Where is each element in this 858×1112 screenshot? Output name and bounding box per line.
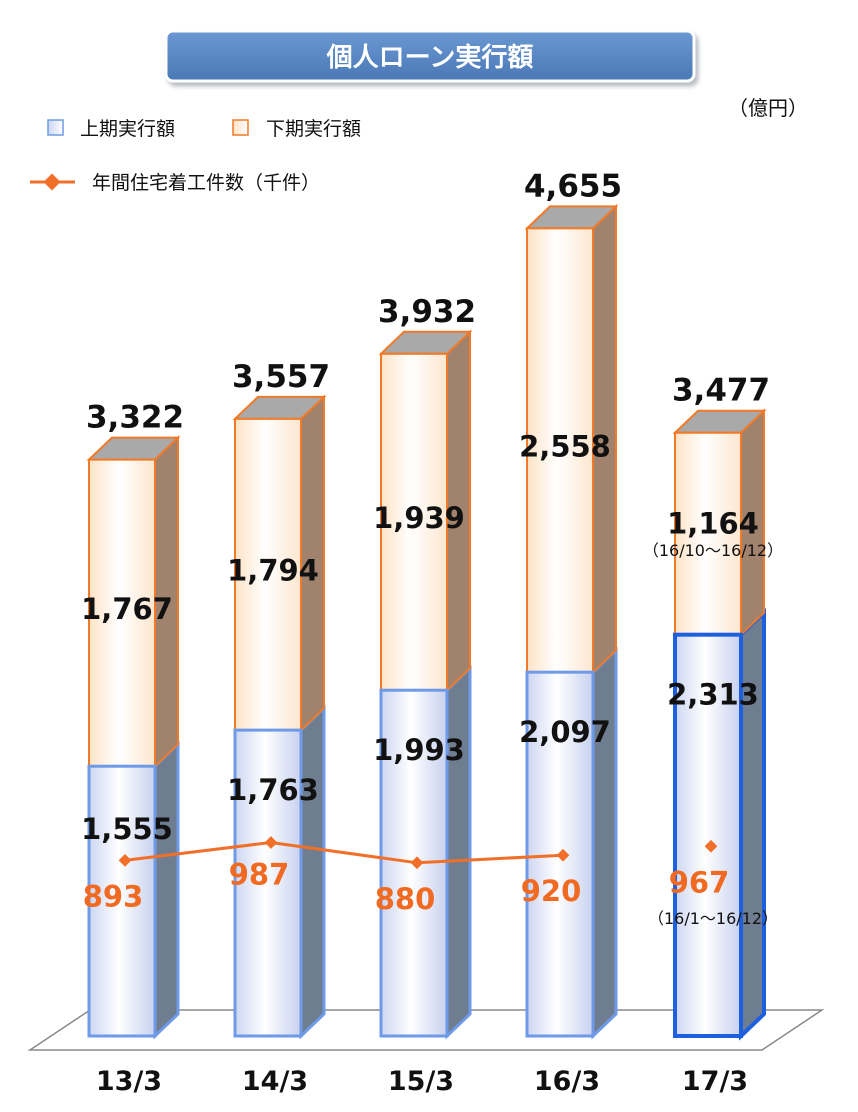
bar-upper <box>525 670 595 1038</box>
category-label: 13/3 <box>96 1066 162 1097</box>
lower-value-label: 2,558 <box>519 429 611 463</box>
line-value-label: 920 <box>521 874 582 908</box>
legend-label-lower: 下期実行額 <box>266 118 361 140</box>
bar-upper-side <box>591 646 618 1040</box>
category-label: 17/3 <box>682 1066 748 1097</box>
upper-value-label: 1,993 <box>373 733 465 767</box>
labels-layer: 3,322 1,767 1,555 13/3 3,557 1,794 1,763 14/3 3,… <box>81 168 783 1097</box>
total-label: 3,322 <box>86 400 184 436</box>
line-value-label: 967 <box>669 865 730 899</box>
upper-value-label: 1,555 <box>81 812 173 846</box>
bar-lower <box>234 417 302 732</box>
upper-value-label: 2,097 <box>519 715 611 749</box>
lower-value-label: 1,939 <box>373 501 465 535</box>
line-value-label: 893 <box>83 879 144 913</box>
line-value-label: 987 <box>229 857 290 891</box>
unit-label: （億円） <box>728 96 808 120</box>
category-label: 16/3 <box>534 1066 600 1097</box>
legend-label-upper: 上期実行額 <box>80 118 175 140</box>
chart-title-banner: 個人ローン実行額 <box>164 29 696 83</box>
upper-value-label: 2,313 <box>667 678 759 712</box>
legend: 上期実行額 下期実行額 年間住宅着工件数（千件） <box>30 118 361 194</box>
bar-upper <box>87 764 157 1038</box>
total-label: 4,655 <box>524 168 622 204</box>
bar-lower <box>674 431 742 636</box>
lower-value-label: 1,164 <box>667 507 759 541</box>
bar-upper-side <box>445 664 472 1040</box>
legend-line-marker <box>43 173 61 191</box>
lower-value-label: 1,794 <box>227 553 319 587</box>
housing-starts-line <box>124 840 564 865</box>
bar-upper-side <box>739 608 766 1041</box>
total-label: 3,557 <box>232 359 330 395</box>
total-label: 3,932 <box>378 294 476 330</box>
lower-period-annotation: （16/10〜16/12） <box>643 541 783 560</box>
bar-upper <box>673 632 743 1039</box>
upper-value-label: 1,763 <box>227 773 319 807</box>
legend-swatch-lower <box>232 119 249 136</box>
legend-label-line: 年間住宅着工件数（千件） <box>92 172 320 194</box>
line-value-label: 880 <box>375 882 436 916</box>
bar-lower <box>526 227 594 674</box>
chart-title: 個人ローン実行額 <box>326 42 534 73</box>
bar-upper-side <box>153 740 180 1040</box>
bars-layer <box>86 204 767 1041</box>
legend-swatch-upper <box>47 119 64 136</box>
category-label: 14/3 <box>242 1066 308 1097</box>
title-background <box>164 29 696 83</box>
line-period-annotation: （16/1〜16/12） <box>648 909 778 928</box>
bar-upper <box>233 728 303 1038</box>
bar-lower <box>88 458 156 768</box>
category-label: 15/3 <box>388 1066 454 1097</box>
lower-value-label: 1,767 <box>81 592 173 626</box>
total-label: 3,477 <box>672 373 770 409</box>
bar-upper-side <box>299 704 326 1040</box>
